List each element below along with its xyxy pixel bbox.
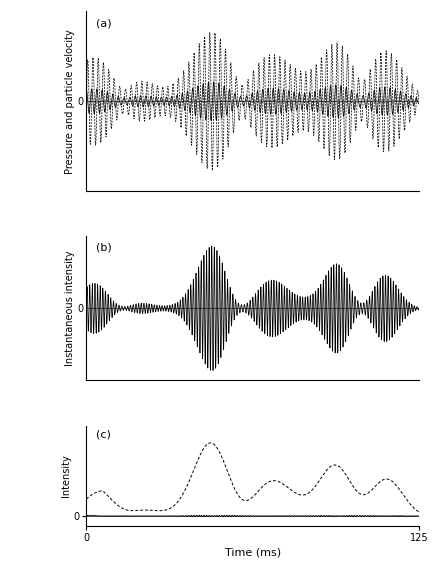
- Text: (c): (c): [96, 430, 111, 440]
- Text: (b): (b): [96, 242, 112, 252]
- Y-axis label: Pressure and particle velocity: Pressure and particle velocity: [65, 29, 75, 174]
- Y-axis label: Instantaneous intensity: Instantaneous intensity: [65, 251, 75, 366]
- Text: (a): (a): [96, 19, 112, 28]
- Y-axis label: Intensity: Intensity: [60, 454, 70, 498]
- X-axis label: Time (ms): Time (ms): [225, 547, 281, 558]
